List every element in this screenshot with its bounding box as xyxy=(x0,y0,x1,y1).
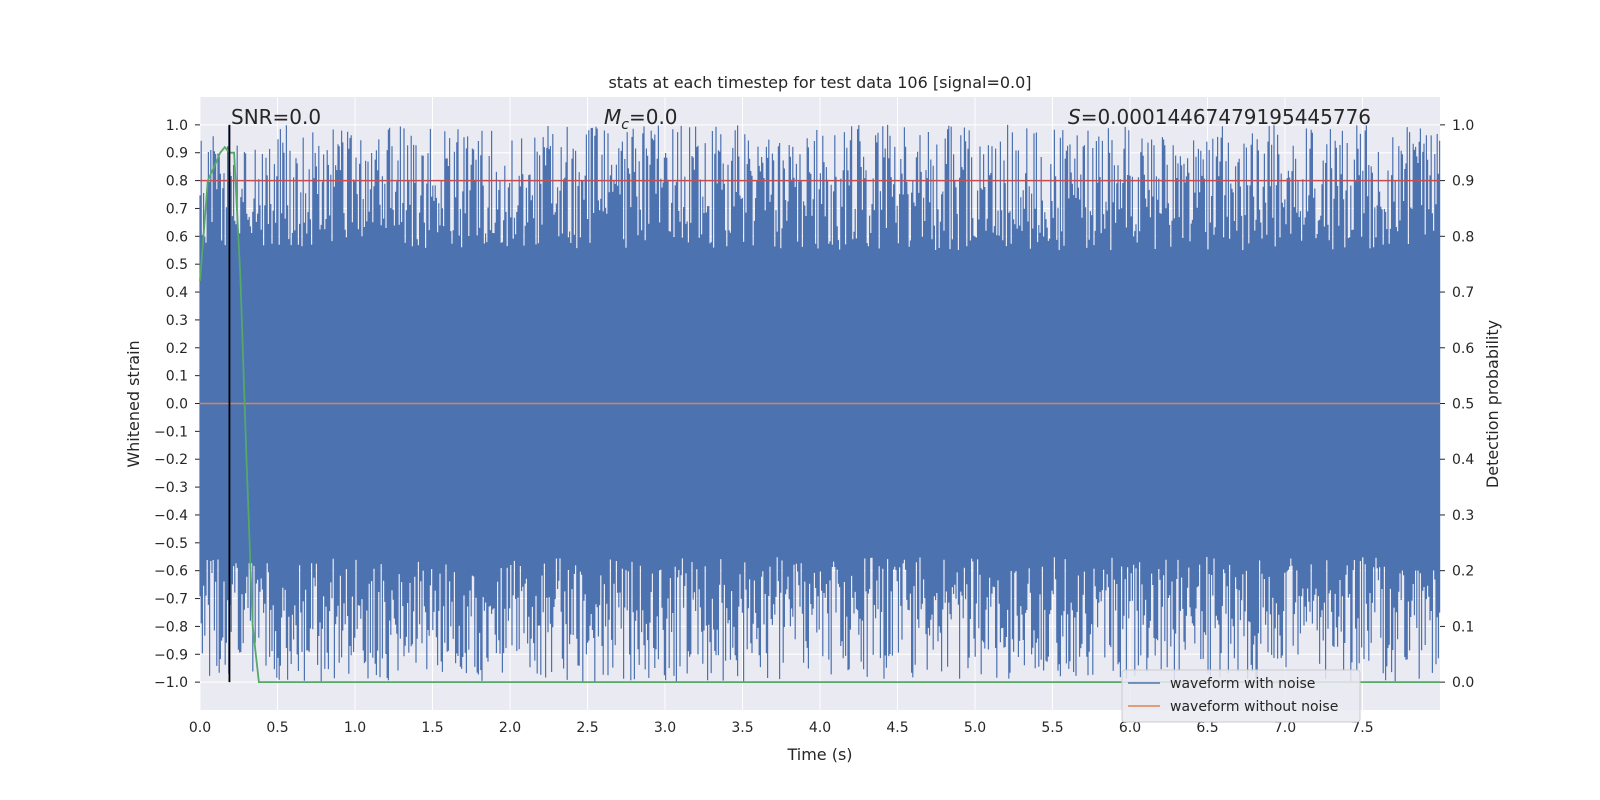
x-tick-labels: 0.0 0.5 1.0 1.5 2.0 2.5 3.0 3.5 4.0 4.5 5.0 5.5 6.0 6… xyxy=(189,720,1374,736)
y-tick-label: −0.2 xyxy=(154,452,188,468)
legend-box xyxy=(1121,669,1361,723)
y-tick-labels: 1.0 0.9 0.8 0.7 0.6 0.5 0.4 0.3 0.2 0.1 0.0 −0.1 −0.… xyxy=(154,118,188,691)
y2-tick-label: 0.3 xyxy=(1452,508,1474,524)
x-tick-label: 1.0 xyxy=(344,720,366,736)
y-tick-label: −0.3 xyxy=(154,480,188,496)
overlay-lines xyxy=(199,124,1440,683)
x-tick-label: 0.0 xyxy=(189,720,211,736)
y-axis-label: Whitened strain xyxy=(124,340,143,467)
y-tick-label: 1.0 xyxy=(166,118,188,134)
y-tick-label: −0.7 xyxy=(154,592,188,608)
y-tick-label: −0.6 xyxy=(154,564,188,580)
x-tick-label: 5.0 xyxy=(964,720,986,736)
y-tick-label: 0.6 xyxy=(166,229,188,245)
y2-tick-label: 0.5 xyxy=(1452,397,1474,413)
x-tick-label: 4.5 xyxy=(886,720,908,736)
x-tick-label: 0.5 xyxy=(266,720,288,736)
x-tick-label: 2.0 xyxy=(499,720,521,736)
y2-tick-label: 0.2 xyxy=(1452,564,1474,580)
y2-tick-labels: 1.0 0.9 0.8 0.7 0.6 0.5 0.4 0.3 0.2 0.1 0.0 xyxy=(1440,118,1474,691)
y2-tick-label: 0.9 xyxy=(1452,174,1474,190)
y2-tick-label: 0.1 xyxy=(1452,619,1474,635)
y-tick-label: −0.8 xyxy=(154,619,188,635)
y-tick-label: 0.3 xyxy=(166,313,188,329)
y2-tick-label: 0.4 xyxy=(1452,452,1474,468)
legend-label-clean: waveform without noise xyxy=(1170,699,1338,715)
y-tick-label: 0.4 xyxy=(166,285,188,301)
legend-label-noisy: waveform with noise xyxy=(1170,676,1315,692)
x-tick-label: 6.5 xyxy=(1196,720,1218,736)
y2-axis-label: Detection probability xyxy=(1483,320,1502,488)
y-tick-label: −1.0 xyxy=(154,675,188,691)
y-tick-label: 0.5 xyxy=(166,257,188,273)
y-tick-label: 0.9 xyxy=(166,146,188,162)
x-tick-label: 7.0 xyxy=(1274,720,1296,736)
x-tick-label: 6.0 xyxy=(1119,720,1141,736)
y-tick-label: 0.0 xyxy=(166,397,188,413)
y-tick-label: 0.7 xyxy=(166,201,188,217)
y2-tick-label: 0.8 xyxy=(1452,229,1474,245)
y-tick-label: 0.8 xyxy=(166,174,188,190)
x-tick-label: 3.5 xyxy=(731,720,753,736)
y-tick-label: −0.5 xyxy=(154,536,188,552)
detection-probability-line xyxy=(199,145,1440,683)
y-tick-label: −0.4 xyxy=(154,508,188,524)
y2-tick-label: 0.7 xyxy=(1452,285,1474,301)
x-tick-label: 1.5 xyxy=(421,720,443,736)
x-tick-label: 5.5 xyxy=(1041,720,1063,736)
x-axis-label: Time (s) xyxy=(786,745,852,764)
y-tick-label: 0.1 xyxy=(166,369,188,385)
chart-title: stats at each timestep for test data 106… xyxy=(608,73,1031,92)
x-tick-label: 3.0 xyxy=(654,720,676,736)
y-tick-label: −0.9 xyxy=(154,647,188,663)
y-tick-label: −0.1 xyxy=(154,424,188,440)
y2-tick-label: 0.0 xyxy=(1452,675,1474,691)
x-tick-label: 2.5 xyxy=(576,720,598,736)
x-tick-label: 4.0 xyxy=(809,720,831,736)
y2-tick-label: 1.0 xyxy=(1452,118,1474,134)
noisy-waveform-line xyxy=(199,124,1441,683)
y2-tick-label: 0.6 xyxy=(1452,341,1474,357)
x-tick-label: 7.5 xyxy=(1351,720,1373,736)
y-tick-label: 0.2 xyxy=(166,341,188,357)
legend: waveform with noise waveform without noi… xyxy=(1121,669,1361,723)
s-annotation: S=0.00014467479195445776 xyxy=(1068,105,1371,129)
snr-annotation: SNR=0.0 xyxy=(231,105,321,129)
chirp-mass-annotation: Mc=0.0 xyxy=(604,105,678,133)
